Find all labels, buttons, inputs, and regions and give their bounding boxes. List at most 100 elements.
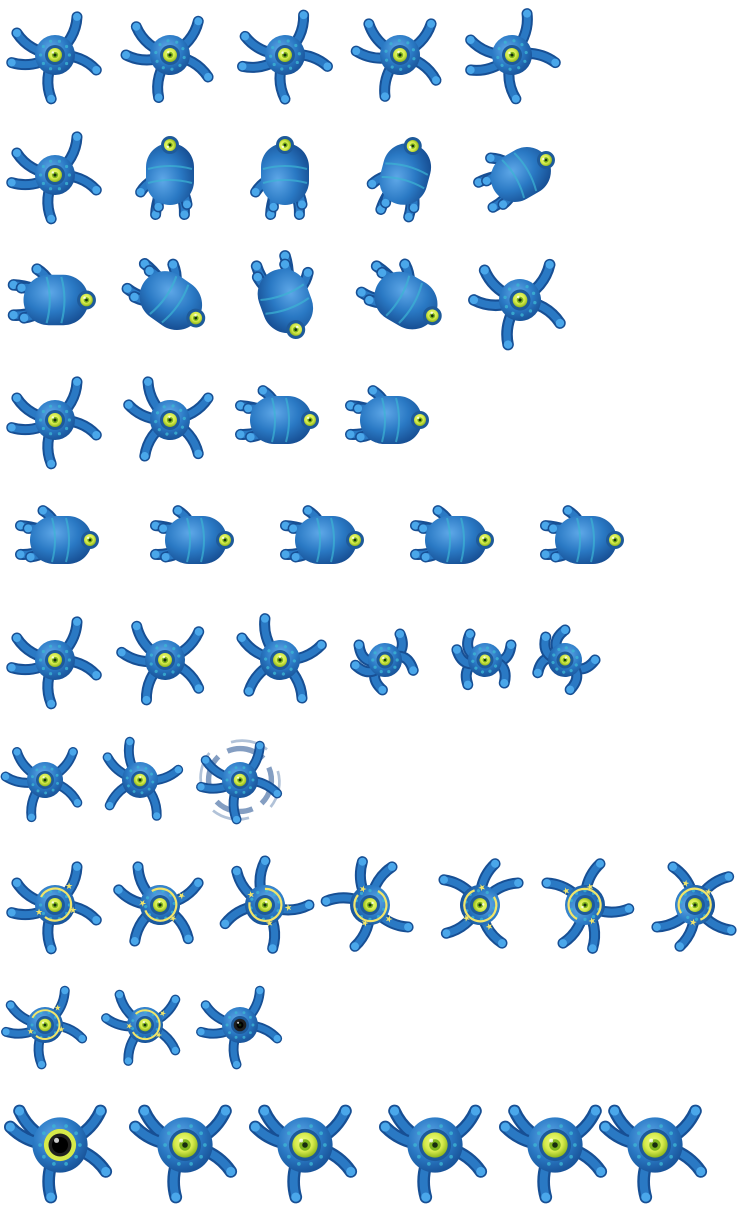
- creature-sprite: [468, 258, 566, 351]
- tentacle-tip: [256, 987, 264, 995]
- tentacle-tip: [365, 295, 374, 305]
- eye-shine: [549, 1138, 554, 1143]
- tentacle-tip: [244, 404, 253, 413]
- creature-sprite: [135, 136, 194, 220]
- body-stripe: [147, 165, 193, 170]
- skin-spot: [297, 52, 301, 56]
- skin-spot: [65, 666, 69, 671]
- tentacle-tip: [432, 76, 441, 85]
- tentacle-tip: [724, 872, 733, 881]
- tentacle-tip: [499, 200, 508, 209]
- tentacle-tip: [281, 550, 290, 559]
- skin-spot: [283, 1143, 287, 1147]
- skin-spot: [691, 889, 696, 893]
- body-stripe: [200, 517, 205, 563]
- tentacle-tip: [194, 879, 203, 888]
- body-stripe: [460, 517, 465, 563]
- skin-spot: [44, 791, 48, 795]
- eye-shine: [237, 776, 240, 779]
- skin-spot: [497, 47, 501, 51]
- pupil: [238, 1023, 242, 1027]
- eye-shine: [352, 536, 355, 540]
- creature-sprite: ★ ★ ★: [219, 855, 315, 954]
- body-stripe: [395, 397, 400, 443]
- tentacle-tip: [388, 862, 396, 871]
- pupil: [483, 538, 487, 542]
- skin-spot: [294, 43, 298, 48]
- tentacle-tip: [442, 929, 451, 938]
- tentacle-tip: [69, 748, 77, 756]
- tentacle-tip: [7, 58, 16, 67]
- sparkle-star: ★: [281, 902, 294, 914]
- tentacle-tip: [95, 1106, 106, 1116]
- skin-spot: [368, 889, 372, 893]
- pupil: [418, 418, 422, 422]
- pupil: [163, 658, 167, 662]
- tentacle-tip: [357, 288, 366, 297]
- tentacle-tip: [46, 1192, 56, 1202]
- skin-spot: [516, 283, 520, 287]
- pupil: [88, 538, 92, 542]
- pupil: [308, 418, 312, 422]
- tentacle-tip: [115, 991, 124, 999]
- tentacle-tip: [232, 815, 241, 824]
- tentacle-tip: [154, 202, 163, 211]
- pupil: [53, 903, 57, 907]
- skin-spot: [41, 409, 45, 414]
- skin-spot: [65, 44, 69, 49]
- skin-spot: [406, 41, 410, 45]
- skin-spot: [524, 50, 528, 55]
- eye-shine: [295, 325, 299, 329]
- skin-spot: [65, 649, 69, 654]
- skin-spot: [251, 778, 255, 782]
- skin-spot: [669, 1131, 673, 1136]
- tentacle-tip: [202, 1001, 210, 1009]
- skin-spot: [472, 652, 477, 656]
- pupil: [278, 658, 282, 662]
- tentacle-tip: [404, 923, 413, 931]
- skin-spot: [234, 790, 238, 794]
- tentacle-tip: [421, 1192, 431, 1202]
- tentacle-tip: [323, 62, 332, 71]
- pupil: [53, 418, 57, 422]
- tentacle-tip: [7, 423, 16, 432]
- skin-spot: [492, 650, 496, 654]
- skin-spot: [57, 67, 61, 71]
- tentacle-tip: [491, 859, 500, 868]
- tentacle-tip: [652, 922, 661, 931]
- creature-sprite: [120, 15, 214, 103]
- tentacle-tip: [134, 862, 143, 871]
- tentacle-tip: [132, 622, 141, 631]
- pupil: [613, 538, 617, 542]
- skin-spot: [264, 657, 268, 661]
- dizzy-swirl: [31, 1009, 61, 1040]
- tentacle-tip: [2, 1028, 10, 1036]
- dizzy-swirl: [40, 887, 73, 922]
- eye-shine: [482, 536, 485, 540]
- skin-spot: [569, 1154, 573, 1159]
- creature-sprite: [465, 8, 561, 105]
- skin-spot: [155, 59, 159, 63]
- skin-spot: [163, 644, 168, 648]
- pupil: [53, 53, 57, 57]
- skin-spot: [533, 300, 537, 305]
- body-stripe: [513, 152, 538, 192]
- tentacle-tip: [154, 93, 163, 102]
- creature-sprite: [248, 1104, 358, 1204]
- eye-shine: [51, 901, 55, 904]
- creature-sprite: [280, 505, 364, 564]
- eye-shine: [194, 313, 197, 317]
- skin-spot: [511, 311, 515, 316]
- skin-spot: [129, 769, 133, 773]
- body-stripe: [51, 517, 56, 563]
- eye-shine: [167, 51, 170, 54]
- body-stripe: [260, 283, 305, 302]
- eye-shine: [581, 905, 584, 909]
- sparkle-star: ★: [703, 886, 716, 898]
- skin-spot: [35, 768, 39, 772]
- skin-spot: [189, 1162, 193, 1166]
- skin-spot: [163, 1143, 167, 1147]
- creature-sprite: [237, 9, 333, 105]
- skin-spot: [496, 55, 500, 60]
- skin-spot: [172, 901, 176, 906]
